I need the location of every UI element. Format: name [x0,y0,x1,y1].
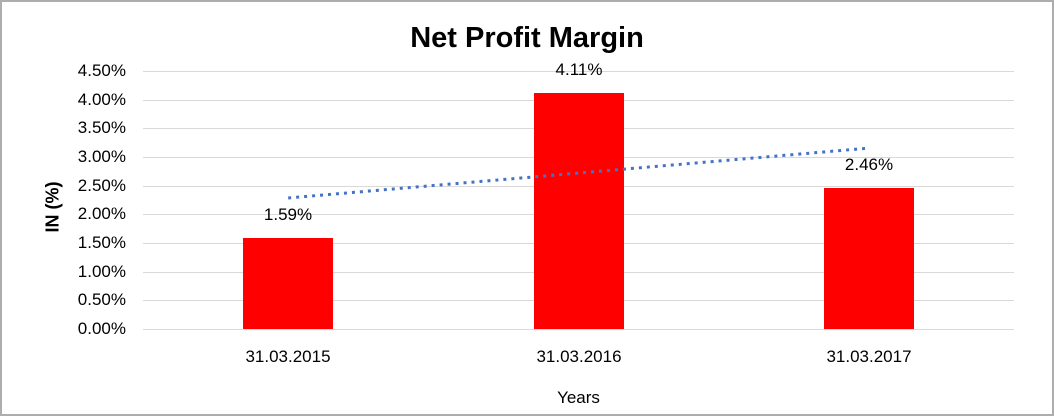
y-tick-label: 4.00% [77,90,126,109]
y-tick-label: 4.50% [77,61,126,80]
bar [534,93,624,329]
x-axis-line [143,329,1014,330]
y-tick-label: 3.00% [77,147,126,166]
x-tick-label: 31.03.2015 [245,347,331,366]
y-tick-label: 2.00% [77,204,126,223]
bar-value-label: 1.59% [263,205,313,224]
y-tick-label: 3.50% [77,118,126,137]
bar [243,238,333,329]
y-axis-title: IN (%) [42,181,63,233]
y-tick-label: 2.50% [77,176,126,195]
x-tick-label: 31.03.2016 [536,347,622,366]
chart-title: Net Profit Margin [410,22,644,54]
x-axis-title: Years [557,388,600,407]
y-tick-label: 1.00% [77,262,126,281]
bar [824,188,914,329]
bar-value-label: 4.11% [555,60,603,79]
y-tick-label: 0.50% [77,290,126,309]
y-tick-label: 1.50% [77,233,126,252]
bar-value-label: 2.46% [844,155,894,174]
x-tick-label: 31.03.2017 [826,347,912,366]
gridline [143,71,1014,72]
y-tick-label: 0.00% [77,319,126,338]
